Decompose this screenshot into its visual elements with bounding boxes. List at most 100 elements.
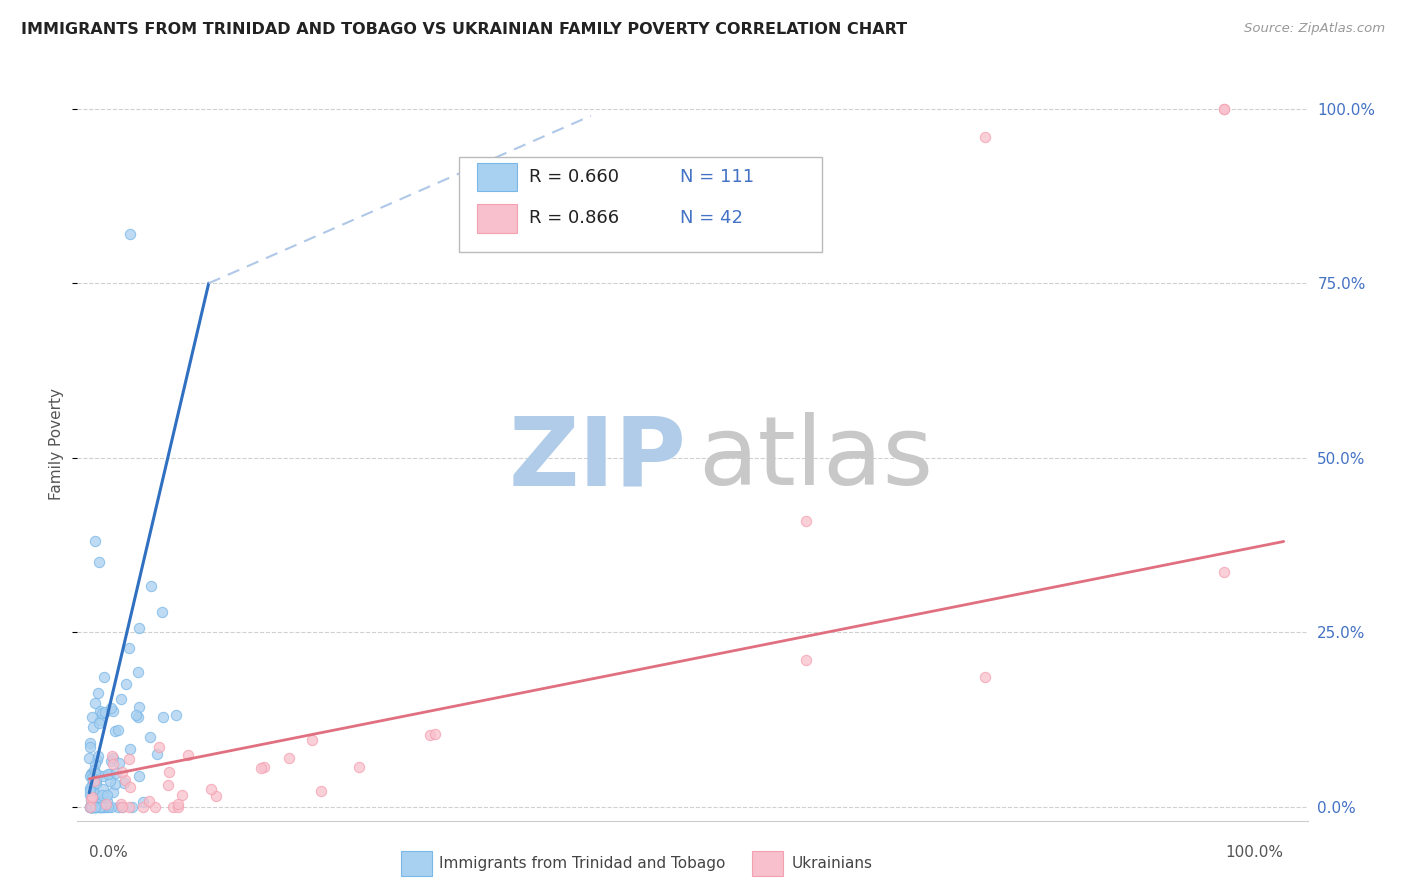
Point (83, 764, 105, 778)
Point (87, 768, 110, 782)
Point (91, 706, 114, 720)
Point (107, 723, 129, 738)
Point (80, 793, 103, 807)
Point (84, 757, 107, 772)
Point (86, 686, 108, 700)
Point (82, 710, 104, 724)
Point (82, 799, 104, 814)
Point (94, 799, 117, 814)
Point (84, 799, 107, 814)
Point (162, 799, 184, 814)
Point (90, 796, 112, 810)
Point (204, 789, 226, 804)
Text: R = 0.660: R = 0.660 (529, 168, 619, 186)
Point (82, 799, 104, 814)
Text: N = 42: N = 42 (681, 210, 744, 227)
Point (101, 704, 124, 718)
Text: Immigrants from Trinidad and Tobago: Immigrants from Trinidad and Tobago (439, 856, 725, 871)
Point (79, 799, 101, 814)
Point (125, 708, 148, 723)
Y-axis label: Family Poverty: Family Poverty (49, 388, 65, 500)
Point (82, 799, 104, 814)
Point (87, 556, 110, 570)
Point (86, 776, 108, 790)
Point (80, 784, 103, 798)
Point (80, 767, 103, 781)
Point (79, 799, 101, 814)
Point (83, 786, 105, 800)
Point (80, 799, 103, 814)
Text: 0.0%: 0.0% (89, 845, 128, 860)
Point (97, 766, 120, 780)
Point (83, 799, 105, 814)
Point (100, 799, 122, 814)
Point (132, 795, 155, 809)
Point (110, 691, 132, 706)
Point (84, 799, 107, 814)
Point (103, 750, 125, 764)
Point (83, 799, 105, 814)
Point (84, 534, 107, 549)
Point (110, 797, 132, 811)
Point (131, 799, 153, 814)
Point (974, 129, 997, 144)
Point (127, 665, 149, 679)
Point (79, 788, 101, 802)
Point (89, 799, 111, 814)
Point (79, 799, 101, 814)
Text: Source: ZipAtlas.com: Source: ZipAtlas.com (1244, 22, 1385, 36)
Text: ZIP: ZIP (509, 412, 686, 506)
Point (150, 605, 173, 619)
Point (118, 227, 141, 242)
Point (252, 760, 274, 774)
Point (91, 799, 114, 814)
Point (83, 790, 105, 805)
Point (127, 709, 149, 723)
Point (94, 797, 117, 811)
Point (111, 765, 134, 780)
Point (94, 705, 117, 719)
Point (167, 797, 190, 812)
Point (89, 704, 111, 718)
Point (128, 621, 150, 635)
Point (108, 756, 131, 770)
Point (100, 774, 122, 789)
Text: IMMIGRANTS FROM TRINIDAD AND TOBAGO VS UKRAINIAN FAMILY POVERTY CORRELATION CHAR: IMMIGRANTS FROM TRINIDAD AND TOBAGO VS U… (21, 22, 907, 37)
Point (138, 794, 160, 808)
Point (309, 784, 332, 798)
Point (84, 772, 107, 787)
Point (86, 753, 108, 767)
FancyBboxPatch shape (477, 204, 516, 233)
Point (159, 764, 181, 779)
Text: R = 0.866: R = 0.866 (529, 210, 619, 227)
Point (152, 710, 174, 724)
Point (82, 774, 104, 789)
Point (91, 768, 114, 782)
Point (101, 748, 124, 763)
Point (97, 799, 120, 814)
Point (93, 670, 115, 684)
Point (79, 799, 101, 814)
Point (974, 670, 997, 684)
Text: atlas: atlas (699, 412, 934, 506)
Point (79, 735, 101, 749)
Point (176, 747, 198, 762)
Point (80, 799, 103, 814)
Point (250, 761, 273, 775)
Point (84, 799, 107, 814)
Point (82, 720, 104, 734)
Point (84, 696, 107, 710)
Point (80, 799, 103, 814)
Point (79, 751, 101, 765)
Point (347, 759, 370, 773)
Point (80, 789, 103, 804)
Point (170, 788, 193, 802)
Point (79, 769, 101, 783)
Point (91, 793, 114, 807)
Point (301, 732, 323, 747)
Text: Ukrainians: Ukrainians (792, 856, 873, 871)
Point (83, 799, 105, 814)
Point (139, 730, 162, 744)
Point (141, 579, 163, 593)
Point (80, 799, 103, 814)
